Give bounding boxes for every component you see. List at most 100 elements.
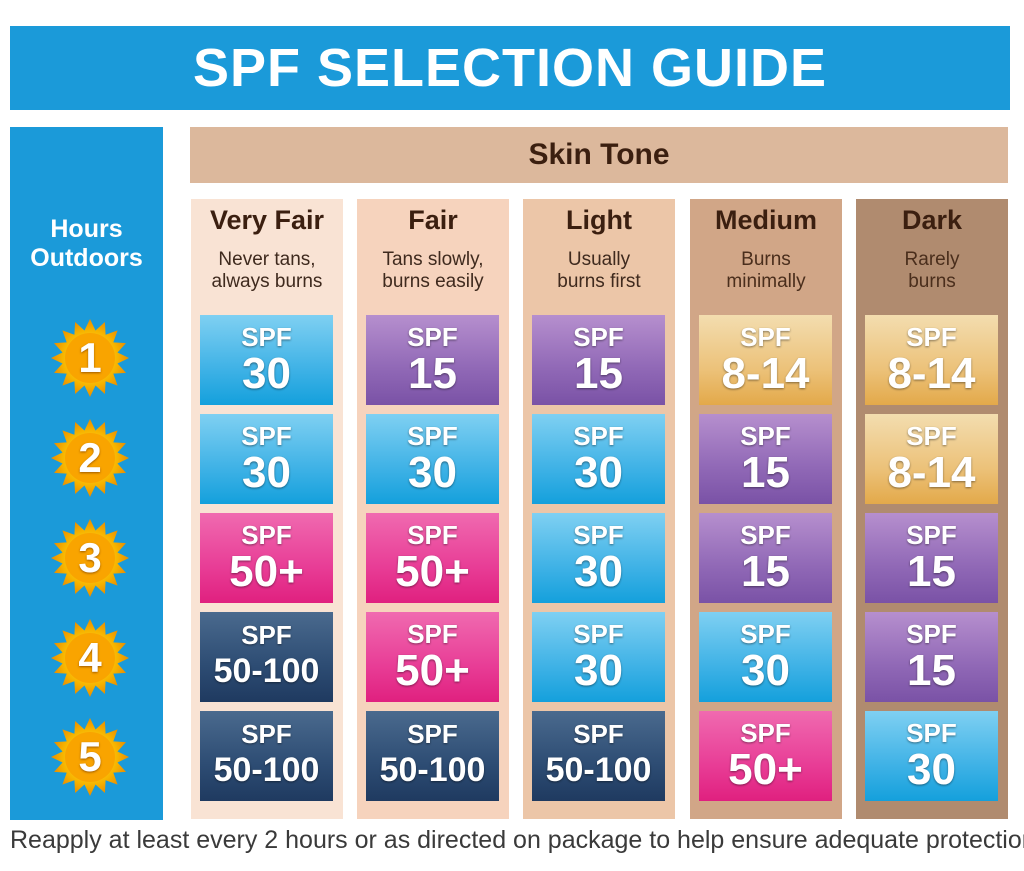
spf-label: SPF [740,520,791,550]
spf-value: 15 [574,349,623,398]
skin-tone-name: Fair [408,205,458,235]
spf-label: SPF [573,520,624,550]
spf-value: 30 [242,448,291,497]
skin-tone-name: Dark [901,205,963,235]
spf-cell: SPF 15 [699,513,832,603]
spf-label: SPF [241,322,292,352]
spf-label: SPF [407,322,458,352]
spf-cell: SPF 50-100 [200,612,333,702]
spf-value: 30 [574,547,623,596]
spf-label: SPF [573,421,624,451]
spf-cell: SPF 30 [865,711,998,801]
spf-label: SPF [906,520,957,550]
hour-number: 4 [78,634,102,681]
skin-tone-name: Very Fair [209,205,325,235]
skin-tone-description: Never tans, always burns [211,249,323,292]
spf-label: SPF [407,619,458,649]
spf-value: 50-100 [545,751,652,789]
spf-label: SPF [740,619,791,649]
spf-cell: SPF 30 [532,612,665,702]
sun-icon: 4 [50,618,130,698]
spf-cell: SPF 50-100 [366,711,499,801]
spf-cell: SPF 15 [699,414,832,504]
spf-cell: SPF 30 [200,414,333,504]
skin-tone-title: Skin Tone [528,138,670,171]
spf-label: SPF [906,619,957,649]
skin-tone-column-medium: Medium Burns minimally SPF 8-14 SPF 15 SPF 15 SP… [690,199,842,819]
spf-label: SPF [906,322,957,352]
skin-tone-description: Burns minimally [726,249,806,292]
sun-icon: 1 [50,318,130,398]
spf-cell: SPF 50-100 [200,711,333,801]
spf-value: 30 [408,448,457,497]
spf-cell: SPF 30 [200,315,333,405]
skin-tone-description: Rarely burns [904,249,960,292]
spf-value: 50-100 [213,652,320,690]
sun-icon: 3 [50,518,130,598]
spf-label: SPF [241,719,292,749]
spf-cell: SPF 15 [532,315,665,405]
spf-cell: SPF 15 [865,513,998,603]
spf-cell: SPF 8-14 [865,315,998,405]
sun-icon: 2 [50,418,130,498]
spf-cell: SPF 50+ [366,513,499,603]
spf-cell: SPF 15 [865,612,998,702]
title-banner: SPF SELECTION GUIDE [10,26,1010,110]
spf-value: 30 [574,646,623,695]
page-title: SPF SELECTION GUIDE [192,38,828,98]
spf-cell: SPF 15 [366,315,499,405]
spf-value: 30 [574,448,623,497]
spf-value: 30 [741,646,790,695]
hours-outdoors-text: Outdoors [30,244,143,272]
spf-label: SPF [573,619,624,649]
spf-cell: SPF 50+ [699,711,832,801]
skin-tone-name: Medium [714,205,817,235]
skin-tone-column-light: Light Usually burns first SPF 15 SPF 30 SPF 30 S… [523,199,675,819]
spf-label: SPF [906,421,957,451]
spf-value: 50+ [229,547,304,596]
spf-label: SPF [906,718,957,748]
skin-tone-column-fair: Fair Tans slowly, burns easily SPF 15 SPF 30 S… [357,199,509,819]
spf-value: 30 [242,349,291,398]
spf-cell: SPF 8-14 [699,315,832,405]
spf-value: 50-100 [379,751,486,789]
spf-label: SPF [740,421,791,451]
spf-label: SPF [407,421,458,451]
spf-value: 50+ [395,547,470,596]
spf-cell: SPF 50-100 [532,711,665,801]
skin-tone-description: Usually burns first [557,249,641,292]
spf-label: SPF [407,719,458,749]
spf-value: 50-100 [213,751,320,789]
skin-tone-column-very-fair: Very Fair Never tans, always burns SPF 30 SP… [191,199,343,819]
spf-label: SPF [740,322,791,352]
footer-note: Reapply at least every 2 hours or as dir… [10,826,1024,854]
spf-cell: SPF 30 [532,414,665,504]
spf-value: 15 [741,448,790,497]
spf-label: SPF [241,520,292,550]
spf-cell: SPF 50+ [366,612,499,702]
hours-outdoors-text: Hours [50,215,123,243]
spf-cell: SPF 50+ [200,513,333,603]
spf-label: SPF [573,719,624,749]
spf-value: 50+ [728,745,803,794]
hour-number: 2 [78,434,102,481]
hours-outdoors-column: Hours Outdoors 1 2 3 4 5 [10,127,163,820]
hour-number: 5 [78,733,102,780]
hour-number: 3 [78,534,102,581]
spf-value: 15 [907,547,956,596]
spf-label: SPF [573,322,624,352]
spf-cell: SPF 30 [699,612,832,702]
spf-label: SPF [740,718,791,748]
spf-cell: SPF 30 [532,513,665,603]
sun-icon: 5 [50,717,130,797]
skin-tone-name: Light [566,205,632,235]
spf-cell: SPF 8-14 [865,414,998,504]
spf-cell: SPF 30 [366,414,499,504]
spf-value: 50+ [395,646,470,695]
spf-label: SPF [241,421,292,451]
skin-tone-description: Tans slowly, burns easily [382,249,484,292]
hour-number: 1 [78,334,102,381]
spf-value: 8-14 [887,349,976,398]
spf-label: SPF [407,520,458,550]
skin-tone-header: Skin Tone [190,127,1008,183]
